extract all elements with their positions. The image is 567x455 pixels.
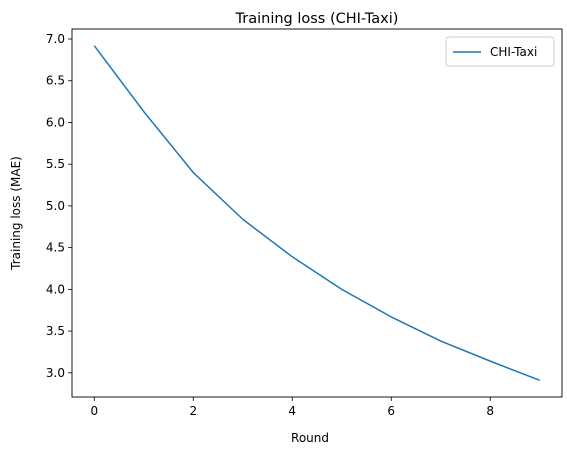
legend: CHI-Taxi bbox=[445, 36, 555, 67]
x-tick-label: 8 bbox=[486, 404, 494, 418]
y-tick-label: 5.5 bbox=[46, 157, 65, 171]
x-axis-ticks: 0 2 4 6 8 bbox=[90, 397, 494, 418]
y-axis-ticks: 3.0 3.5 4.0 4.5 5.0 5.5 6.0 6.5 7.0 bbox=[46, 32, 72, 380]
x-tick-label: 6 bbox=[387, 404, 395, 418]
y-tick-label: 6.5 bbox=[46, 74, 65, 88]
y-tick-label: 4.5 bbox=[46, 241, 65, 255]
x-tick-label: 0 bbox=[90, 404, 98, 418]
legend-box bbox=[445, 36, 555, 67]
plot-frame bbox=[71, 28, 563, 398]
x-tick-label: 2 bbox=[189, 404, 197, 418]
series-line-chi-taxi bbox=[93, 45, 541, 382]
x-axis-label: Round bbox=[291, 431, 329, 445]
x-tick-label: 4 bbox=[288, 404, 296, 418]
plot-lines bbox=[93, 45, 541, 382]
y-tick-label: 5.0 bbox=[46, 199, 65, 213]
y-tick-label: 4.0 bbox=[46, 282, 65, 296]
y-axis-label: Training loss (MAE) bbox=[9, 156, 23, 271]
chart-title: Training loss (CHI-Taxi) bbox=[235, 11, 399, 27]
legend-label: CHI-Taxi bbox=[490, 45, 537, 59]
y-tick-label: 6.0 bbox=[46, 115, 65, 129]
y-tick-label: 3.0 bbox=[46, 366, 65, 380]
y-tick-label: 3.5 bbox=[46, 324, 65, 338]
y-tick-label: 7.0 bbox=[46, 32, 65, 46]
